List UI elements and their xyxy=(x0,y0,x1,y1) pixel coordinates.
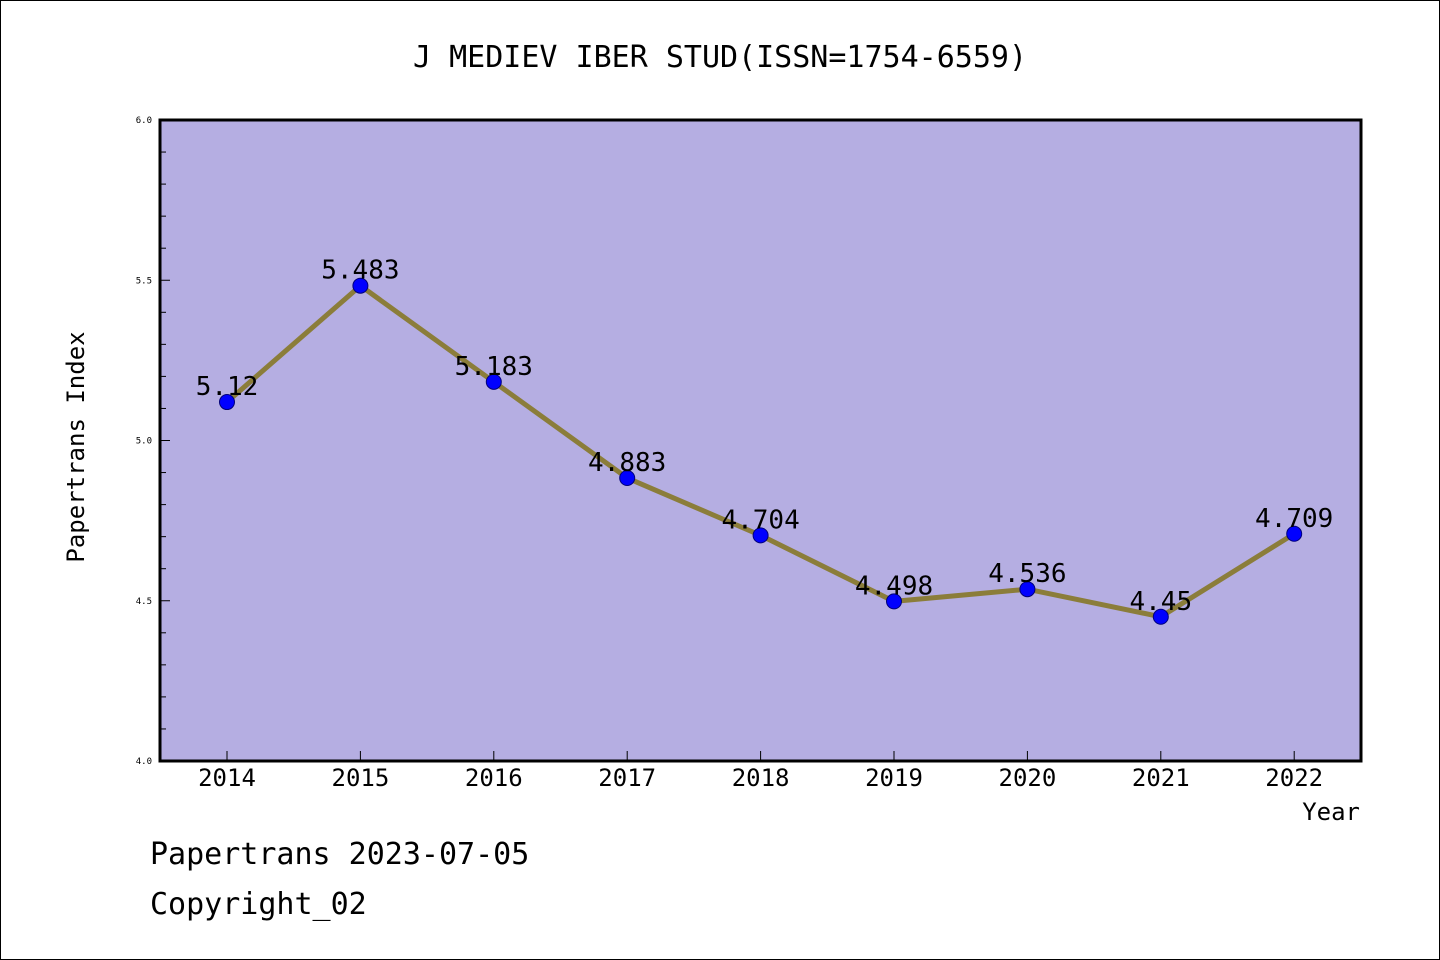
data-point xyxy=(1152,608,1169,625)
data-labels: 5.12 5.483 5.183 4.883 4.704 4.498 4.536 4.45 4.… xyxy=(196,256,1334,617)
x-axis-label: Year xyxy=(1302,798,1360,826)
data-point xyxy=(619,469,636,486)
data-label: 5.12 xyxy=(196,372,259,402)
data-label: 5.183 xyxy=(455,352,533,382)
x-tick-label: 2021 xyxy=(1132,764,1190,792)
x-tick-label: 2022 xyxy=(1265,764,1323,792)
data-label: 4.536 xyxy=(988,559,1066,589)
y-tick-label: 5.0 xyxy=(136,437,152,447)
data-point xyxy=(752,527,769,544)
data-point xyxy=(219,394,235,411)
data-label: 4.45 xyxy=(1129,587,1192,617)
chart-title: J MEDIEV IBER STUD(ISSN=1754-6559) xyxy=(413,40,1027,75)
y-tick-label: 5.5 xyxy=(136,276,152,286)
data-label: 5.483 xyxy=(321,256,399,286)
x-tick-label: 2016 xyxy=(465,764,523,792)
x-tick-label: 2015 xyxy=(332,764,390,792)
data-point xyxy=(352,277,369,294)
plot-area xyxy=(158,118,1363,763)
x-tick-label: 2018 xyxy=(732,764,790,792)
x-tick-label: 2017 xyxy=(598,764,656,792)
y-tick-label: 6.0 xyxy=(136,116,152,126)
x-tick-label: 2019 xyxy=(865,764,923,792)
footer-copyright: Copyright_02 xyxy=(150,887,367,922)
data-point xyxy=(1019,581,1036,598)
y-tick-label: 4.5 xyxy=(136,597,152,607)
footer-date: Papertrans 2023-07-05 xyxy=(150,837,529,872)
data-label: 4.498 xyxy=(855,571,933,601)
x-tick-label: 2020 xyxy=(999,764,1057,792)
data-label: 4.704 xyxy=(721,505,799,535)
y-axis: 4.0 4.5 5.0 5.5 6.0 xyxy=(136,116,170,767)
data-point xyxy=(485,373,502,390)
x-tick-label: 2014 xyxy=(198,764,256,792)
x-axis: 2014 2015 2016 2017 2018 2019 2020 2021 2022 xyxy=(198,751,1323,792)
data-point xyxy=(1286,525,1303,542)
y-axis-label: Papertrans Index xyxy=(62,331,90,562)
series-group xyxy=(219,277,1303,625)
y-tick-label: 4.0 xyxy=(136,757,152,767)
data-point xyxy=(886,593,902,610)
data-label: 4.709 xyxy=(1255,504,1333,534)
data-label: 4.883 xyxy=(588,448,666,478)
